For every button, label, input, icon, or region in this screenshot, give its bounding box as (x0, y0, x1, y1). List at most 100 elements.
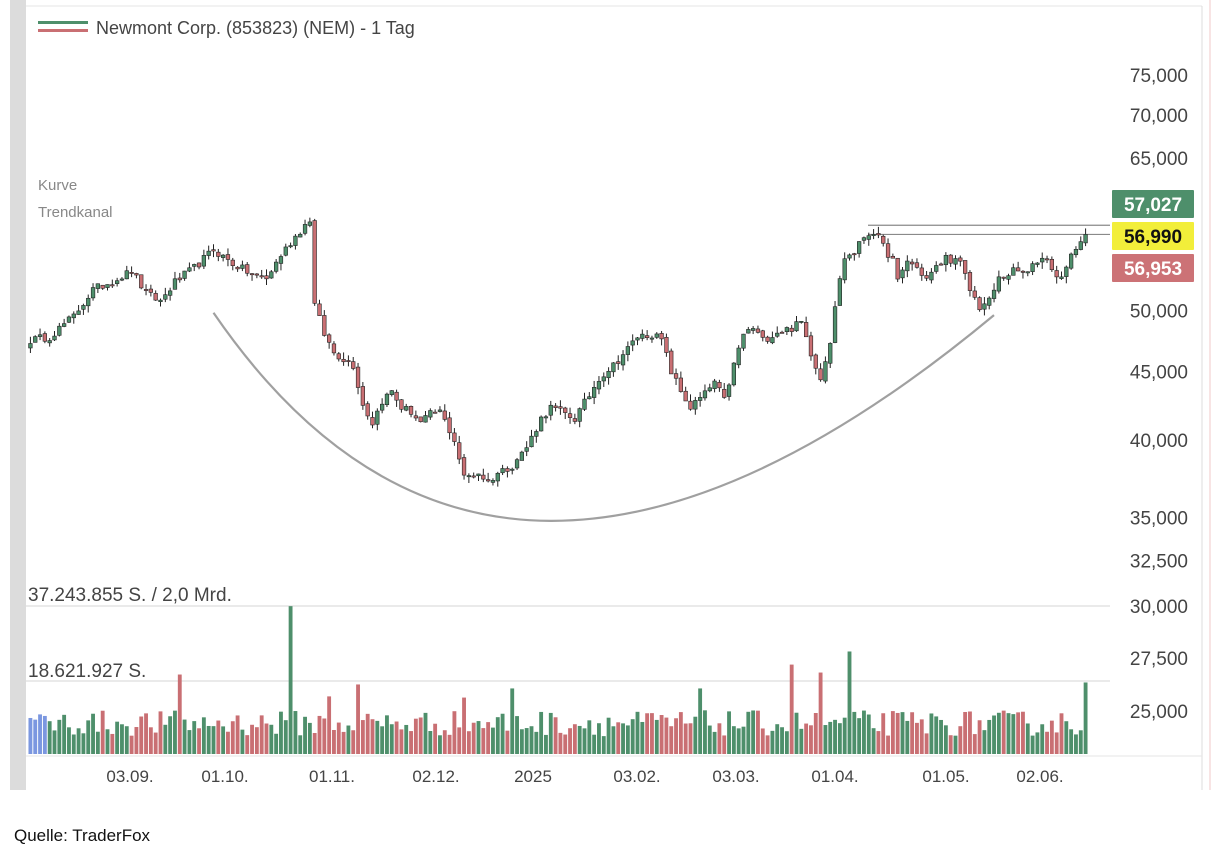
candle (606, 367, 611, 385)
candle (283, 243, 288, 257)
volume-bar (924, 733, 929, 754)
candle (452, 428, 457, 446)
volume-bar (206, 725, 211, 754)
volume-bar (245, 735, 250, 754)
candle-body (592, 387, 597, 398)
volume-bar (765, 735, 770, 754)
candle-body (428, 410, 433, 418)
candle (943, 252, 948, 272)
volume-bar (360, 720, 365, 754)
candle-body (1044, 258, 1050, 261)
volume-bar (731, 726, 736, 754)
x-tick-label: 01.11. (309, 767, 355, 786)
volume-bar (197, 728, 201, 754)
candle-body (90, 287, 96, 299)
candle (1011, 263, 1016, 276)
volume-bar (1054, 732, 1059, 754)
candle-body (799, 320, 804, 323)
x-tick-label: 01.04. (811, 767, 858, 786)
candlestick-chart[interactable]: Newmont Corp. (853823) (NEM) - 1 Tag Kur… (0, 0, 1224, 790)
candle (360, 382, 365, 410)
candle (100, 284, 105, 290)
volume-bar (365, 713, 370, 754)
volume-bar (688, 723, 693, 754)
volume-bar (539, 711, 544, 754)
candle-body (1040, 257, 1045, 263)
volume-bar (327, 696, 332, 754)
candle-body (418, 416, 423, 423)
candle-body (129, 272, 134, 274)
candle (577, 407, 582, 428)
volume-bar (780, 727, 784, 754)
volume-bar (1059, 713, 1064, 754)
volume-bar (385, 715, 389, 754)
candle-body (871, 234, 876, 236)
candle (967, 270, 973, 297)
volume-bar (303, 716, 307, 754)
candle (418, 416, 423, 423)
candle (134, 272, 139, 279)
candle-body (134, 273, 139, 276)
volume-bar (968, 711, 972, 754)
candle (355, 362, 361, 395)
candle-body (514, 459, 520, 469)
candle-body (327, 334, 332, 343)
volume-bar (264, 723, 269, 754)
candle (442, 404, 447, 422)
left-scrollbar[interactable] (10, 0, 26, 790)
candle-body (948, 254, 953, 264)
candle-body (1073, 249, 1079, 256)
candles-layer (28, 217, 1088, 487)
candle-body (370, 417, 375, 426)
candle (1040, 252, 1045, 269)
source-caption: Quelle: TraderFox (14, 826, 151, 845)
candle-body (885, 243, 891, 258)
candle (76, 305, 81, 315)
candle-body (95, 283, 100, 289)
volume-bar (447, 734, 452, 754)
candle (881, 234, 886, 247)
candle-body (196, 262, 202, 268)
candle-body (654, 333, 659, 338)
candle-body (567, 413, 573, 418)
volume-bar (418, 717, 423, 754)
candle-body (543, 416, 549, 419)
candle-body (866, 235, 871, 240)
candle-body (606, 370, 611, 379)
candle (110, 279, 115, 288)
volume-bar (1064, 721, 1069, 754)
candle-body (148, 288, 153, 293)
volume-bar (351, 730, 356, 754)
candle-body (331, 343, 337, 354)
volume-bar (621, 723, 625, 754)
candle (543, 414, 549, 424)
legend-kurve[interactable]: Kurve (38, 177, 77, 194)
candle (481, 468, 486, 483)
candle (389, 390, 394, 397)
volume-bar (664, 717, 669, 754)
legend-trendkanal[interactable]: Trendkanal (38, 204, 113, 221)
candle-body (404, 406, 409, 411)
candle-body (466, 475, 471, 478)
volume-bar (630, 719, 635, 754)
volume-bar (62, 714, 67, 754)
candle (192, 263, 197, 272)
candle (201, 249, 206, 270)
candle (143, 284, 149, 296)
volume-bar (804, 723, 809, 754)
candle-body (539, 416, 544, 432)
candle-body (698, 397, 703, 401)
candle (466, 473, 471, 484)
volume-bar (91, 713, 95, 754)
volume-bar (452, 711, 457, 754)
volume-bar (182, 719, 187, 754)
candle-body (298, 233, 303, 238)
candle (726, 383, 732, 401)
candle (33, 335, 38, 343)
candle (317, 299, 322, 316)
candle-body (153, 293, 158, 301)
volume-bar (818, 672, 823, 754)
candle (659, 330, 664, 346)
candle (620, 350, 626, 371)
y-tick-label: 45,000 (1130, 363, 1188, 384)
